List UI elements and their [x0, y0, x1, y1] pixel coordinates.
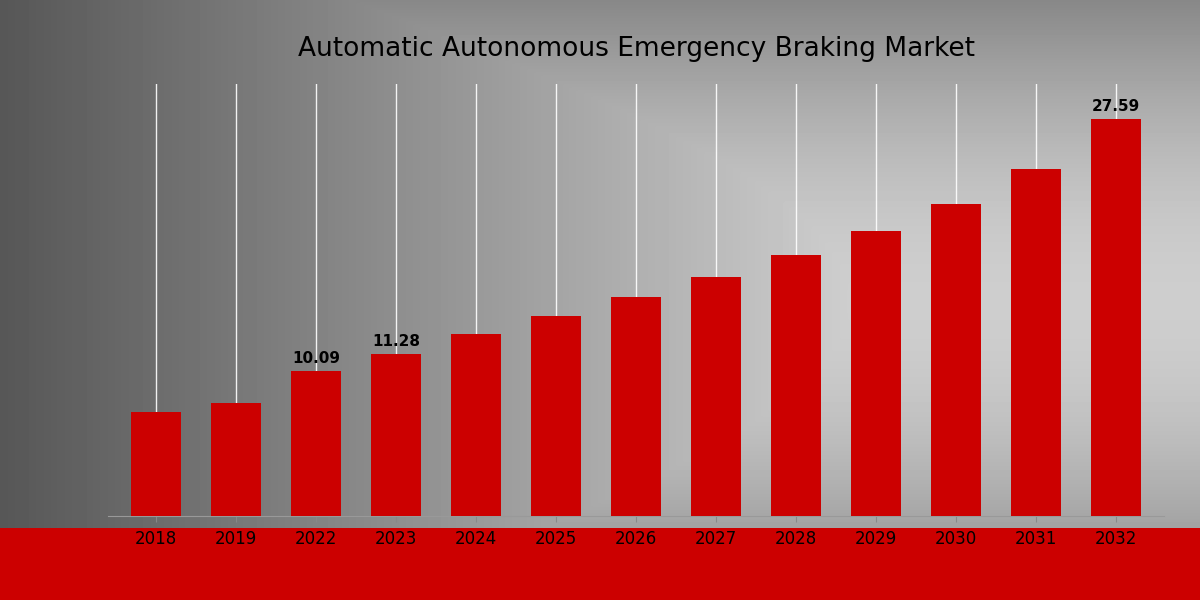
Text: 27.59: 27.59 [1092, 100, 1140, 115]
Bar [691, 277, 740, 516]
Bar [211, 403, 260, 516]
Text: 10.09: 10.09 [292, 352, 340, 367]
Bar [611, 297, 661, 516]
Bar [931, 203, 980, 516]
Bar [532, 316, 581, 516]
Title: Automatic Autonomous Emergency Braking Market: Automatic Autonomous Emergency Braking M… [298, 36, 974, 62]
Bar [851, 231, 901, 516]
Bar [371, 353, 421, 516]
Bar [292, 371, 341, 516]
Bar [131, 412, 181, 516]
Bar [451, 334, 500, 516]
Bar [1091, 119, 1141, 516]
Bar [1012, 169, 1061, 516]
Text: 11.28: 11.28 [372, 334, 420, 349]
Bar [0, 528, 1200, 600]
Bar [772, 256, 821, 516]
